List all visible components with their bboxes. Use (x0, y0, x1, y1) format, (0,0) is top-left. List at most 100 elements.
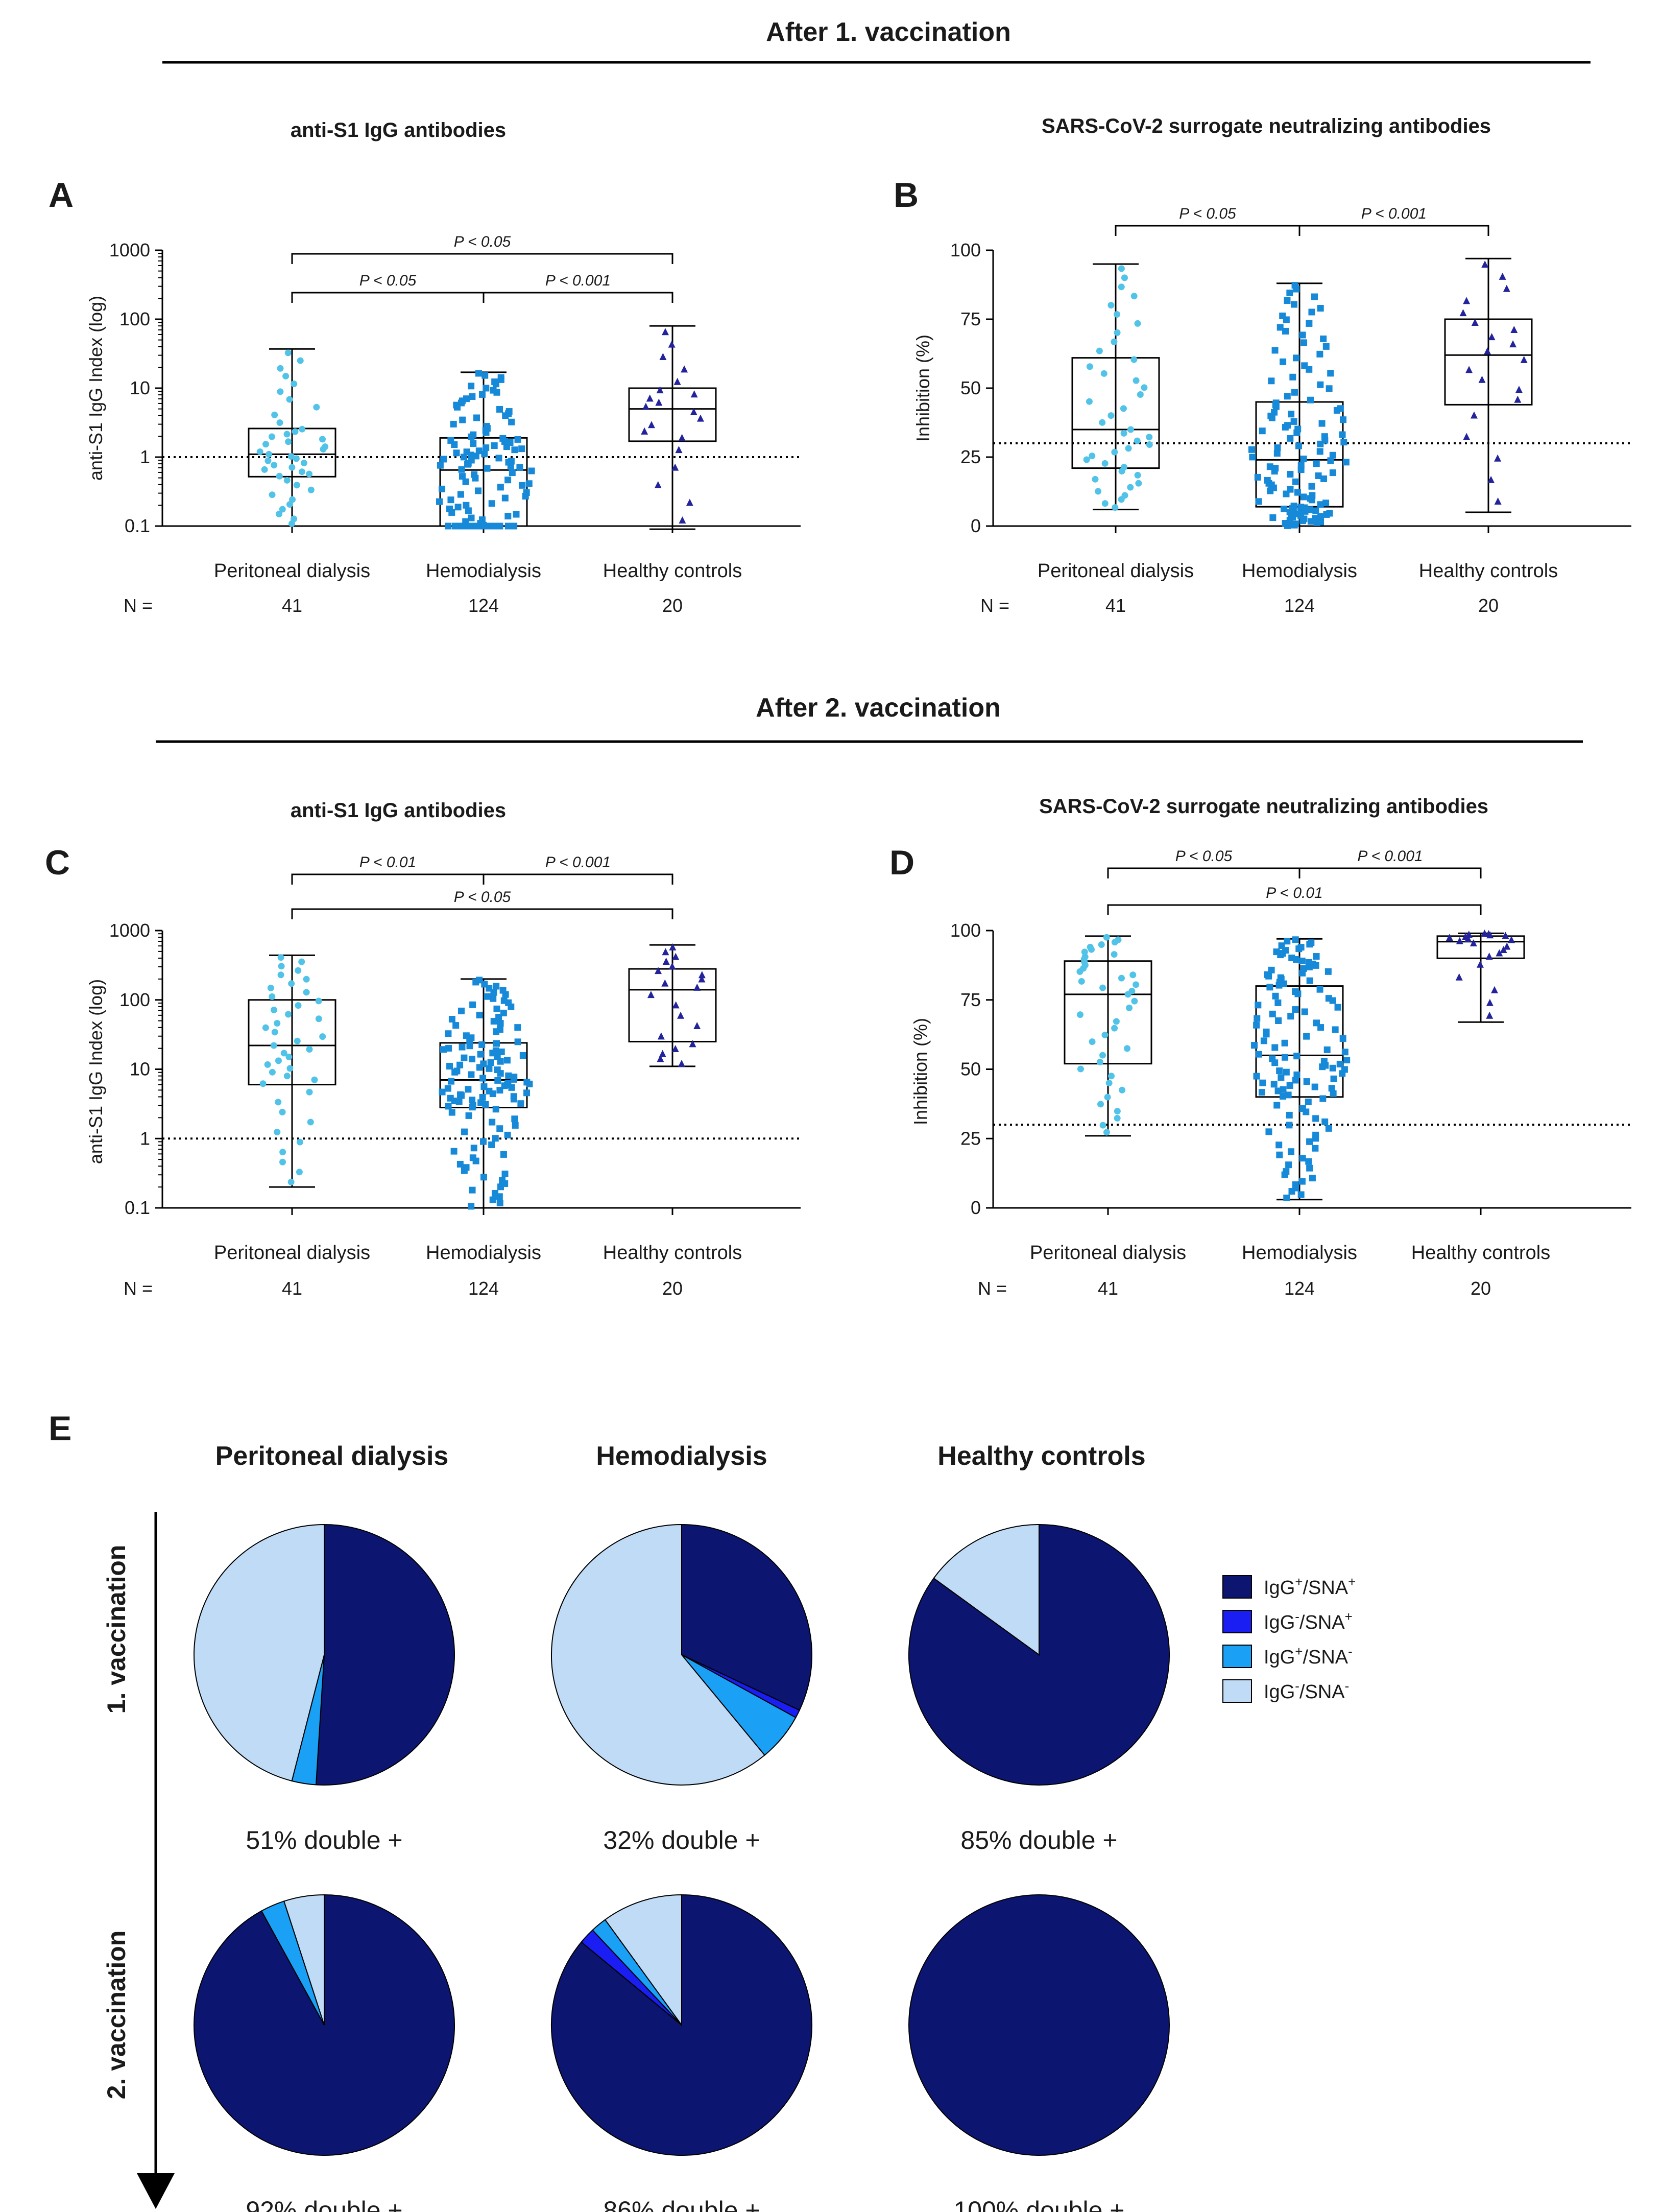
data-point (1322, 500, 1330, 507)
p-value-label: P < 0.05 (454, 233, 511, 250)
data-point (499, 987, 507, 994)
y-tick-label: 1 (140, 446, 150, 467)
data-point (1103, 1129, 1110, 1136)
data-point (440, 456, 447, 463)
y-axis-label-a: anti-S1 IgG Index (log) (85, 296, 106, 481)
data-point (1294, 425, 1302, 433)
data-point (1286, 290, 1293, 297)
data-point (1111, 338, 1118, 345)
data-point (1520, 355, 1528, 363)
data-point (315, 1015, 322, 1022)
data-point (297, 357, 304, 364)
data-point (1284, 938, 1291, 945)
category-label: Hemodialysis (1242, 1242, 1357, 1264)
data-point (448, 1016, 455, 1023)
section-title-second: After 2. vaccination (756, 693, 1001, 723)
data-point (1329, 469, 1336, 477)
plot-title-a: anti-S1 IgG antibodies (291, 119, 506, 141)
pie-slice (194, 1524, 325, 1782)
data-point (468, 1071, 475, 1078)
data-point (286, 396, 293, 403)
data-point (1297, 462, 1305, 469)
data-point (493, 983, 500, 990)
data-point (445, 1030, 452, 1037)
data-point (504, 513, 512, 520)
data-point (1107, 302, 1115, 309)
data-point (1289, 373, 1296, 380)
data-point (1131, 997, 1138, 1005)
data-point (493, 1005, 500, 1012)
data-point (1292, 520, 1299, 528)
data-point (1134, 320, 1141, 327)
data-point (446, 1063, 453, 1070)
y-tick-label: 0.1 (125, 515, 150, 536)
data-point (476, 1011, 483, 1018)
data-point (1107, 412, 1115, 419)
data-point (646, 394, 654, 402)
data-point (514, 1024, 521, 1031)
data-point (492, 1135, 499, 1142)
data-point (1255, 1051, 1262, 1058)
p-value-label: P < 0.01 (359, 854, 416, 871)
data-point (499, 1177, 506, 1184)
data-point (693, 983, 701, 991)
data-point (315, 997, 322, 1005)
y-axis-label-b: Inhibition (%) (912, 335, 933, 442)
legend-text: /SNA (1303, 1577, 1348, 1599)
data-point (507, 439, 514, 446)
data-point (293, 455, 300, 462)
significance-bracket (291, 292, 485, 303)
data-point (1077, 1065, 1084, 1073)
significance-bracket (291, 253, 673, 264)
data-point (1114, 1108, 1121, 1115)
data-point (477, 1051, 484, 1058)
data-point (1264, 477, 1271, 484)
data-point (271, 1029, 278, 1036)
data-point (1279, 312, 1286, 319)
data-point (1300, 965, 1307, 972)
data-point (483, 444, 490, 451)
data-point (461, 1128, 468, 1135)
data-point (1101, 1031, 1109, 1038)
n-value: 41 (282, 1278, 302, 1299)
data-point (279, 1158, 286, 1166)
panel-b: B SARS-CoV-2 surrogate neutralizing anti… (894, 115, 1631, 616)
data-point (1081, 953, 1089, 960)
data-point (500, 1009, 507, 1016)
data-point (479, 1075, 487, 1082)
data-point (1462, 932, 1470, 940)
data-point (487, 1059, 494, 1066)
data-point (448, 1078, 455, 1085)
p-value-label: P < 0.01 (1266, 885, 1322, 901)
significance-bracket (1298, 867, 1482, 878)
data-point (1503, 284, 1510, 292)
data-point (681, 365, 688, 373)
data-point (686, 498, 693, 506)
y-tick-label: 25 (960, 1128, 981, 1149)
data-point (1101, 500, 1109, 507)
n-label-b: N = (980, 595, 1009, 616)
data-point (647, 421, 655, 429)
data-point (1114, 311, 1121, 318)
data-point (1096, 347, 1103, 354)
data-point (668, 962, 676, 970)
data-point (1297, 504, 1305, 511)
data-point (1313, 953, 1320, 960)
data-point (463, 502, 470, 509)
data-point (1105, 1080, 1113, 1087)
data-point (1316, 350, 1323, 358)
panel-letter-c: C (45, 843, 70, 882)
data-point (1456, 937, 1463, 944)
data-point (505, 408, 513, 415)
pie-slice (681, 1524, 812, 1711)
data-point (259, 1080, 267, 1087)
data-point (1291, 389, 1298, 396)
data-point (504, 477, 512, 484)
data-point (462, 478, 469, 485)
legend-sign: + (1345, 1609, 1353, 1624)
y-tick-label: 50 (960, 1059, 981, 1080)
data-point (452, 1022, 460, 1029)
data-point (1098, 941, 1105, 948)
data-point (475, 447, 483, 455)
